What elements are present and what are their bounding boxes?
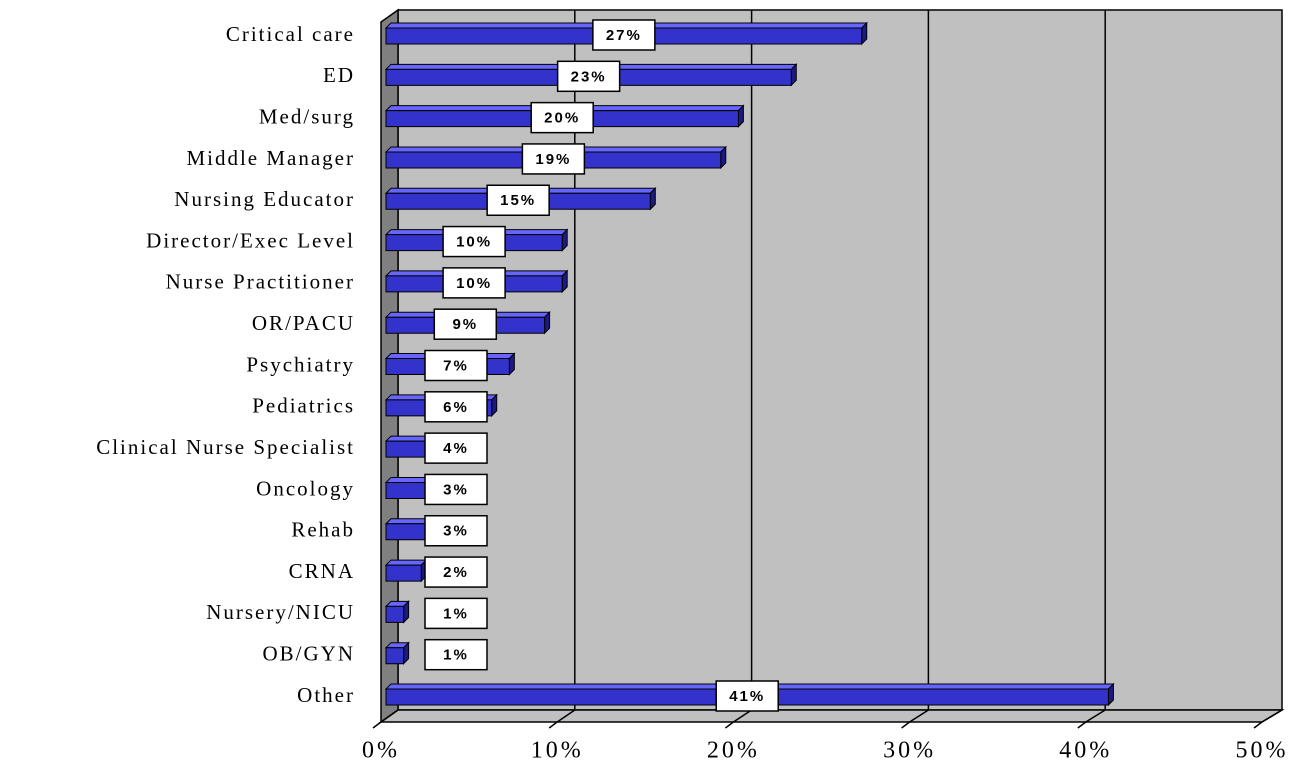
- bar: [384, 600, 410, 624]
- value-label: 1%: [443, 647, 469, 664]
- value-label-box: [715, 680, 779, 712]
- value-label-box: [424, 638, 488, 671]
- y-tick-label: Other: [297, 683, 355, 707]
- y-tick-label: Psychiatry: [246, 352, 355, 376]
- y-tick-label: ED: [323, 63, 355, 87]
- x-tick: [556, 709, 576, 723]
- value-label-box: [424, 391, 488, 423]
- value-label-box: [424, 556, 488, 588]
- value-label-box: [424, 349, 488, 382]
- x-tick: [1077, 721, 1087, 729]
- y-tick-label: Nursery/NICU: [206, 600, 355, 624]
- value-label-box: [424, 432, 488, 464]
- x-tick: [1253, 721, 1263, 729]
- value-label-box: [442, 267, 506, 299]
- bar-front: [385, 605, 405, 623]
- value-label: 3%: [443, 523, 469, 540]
- x-tick-label: 40%: [1059, 738, 1112, 764]
- value-label-box: [442, 225, 506, 258]
- value-label: 23%: [571, 68, 607, 85]
- value-label: 19%: [535, 151, 571, 168]
- x-tick: [732, 709, 753, 723]
- value-label: 41%: [729, 688, 765, 705]
- value-label: 10%: [456, 234, 492, 251]
- value-label-box: [424, 515, 488, 547]
- value-label-box: [433, 308, 498, 340]
- y-tick-label: Nursing Educator: [174, 187, 355, 211]
- value-label: 6%: [443, 399, 469, 416]
- y-tick-label: Director/Exec Level: [146, 228, 355, 252]
- y-tick-label: CRNA: [289, 559, 355, 583]
- value-label: 15%: [500, 192, 536, 209]
- value-label: 2%: [443, 564, 469, 581]
- value-label: 7%: [443, 357, 469, 374]
- bar-top: [384, 559, 428, 566]
- bar-front: [385, 564, 422, 582]
- x-tick: [380, 709, 399, 723]
- x-tick: [1085, 709, 1106, 723]
- y-tick-label: Middle Manager: [186, 146, 355, 170]
- value-label-box: [521, 143, 586, 175]
- value-label-box: [592, 19, 656, 51]
- x-tick: [909, 709, 929, 723]
- x-tick-label: 30%: [883, 738, 936, 764]
- value-label: 3%: [443, 481, 469, 498]
- y-tick-label: Clinical Nurse Specialist: [96, 435, 355, 459]
- bar: [384, 558, 428, 583]
- floor: [378, 709, 1285, 723]
- value-label: 9%: [452, 316, 478, 333]
- bar: [384, 641, 410, 665]
- value-label-box: [530, 101, 594, 134]
- x-tick: [372, 721, 382, 729]
- value-label-box: [556, 60, 621, 93]
- y-tick-label: Rehab: [291, 518, 355, 542]
- x-tick: [901, 721, 911, 729]
- value-label-box: [486, 184, 550, 216]
- x-tick-label: 0%: [362, 738, 400, 764]
- value-label: 20%: [544, 110, 580, 127]
- y-tick-label: OR/PACU: [252, 311, 355, 335]
- value-label: 1%: [443, 605, 469, 622]
- x-tick-label: 10%: [531, 738, 584, 764]
- y-tick-label: OB/GYN: [262, 642, 355, 666]
- x-tick-label: 50%: [1236, 738, 1289, 764]
- x-tick-label: 20%: [707, 738, 760, 764]
- value-label: 10%: [456, 275, 492, 292]
- y-tick-label: Pediatrics: [252, 394, 355, 418]
- value-label: 4%: [443, 440, 469, 457]
- value-label: 27%: [606, 27, 642, 44]
- x-tick: [724, 721, 734, 729]
- y-tick-label: Med/surg: [259, 104, 355, 128]
- x-tick: [548, 721, 558, 729]
- value-label-box: [424, 597, 488, 630]
- value-label-box: [424, 473, 488, 506]
- bar-front: [385, 647, 405, 665]
- x-tick: [1261, 709, 1283, 723]
- y-tick-label: Oncology: [256, 476, 355, 500]
- y-tick-label: Nurse Practitioner: [166, 270, 355, 294]
- y-tick-label: Critical care: [226, 22, 355, 46]
